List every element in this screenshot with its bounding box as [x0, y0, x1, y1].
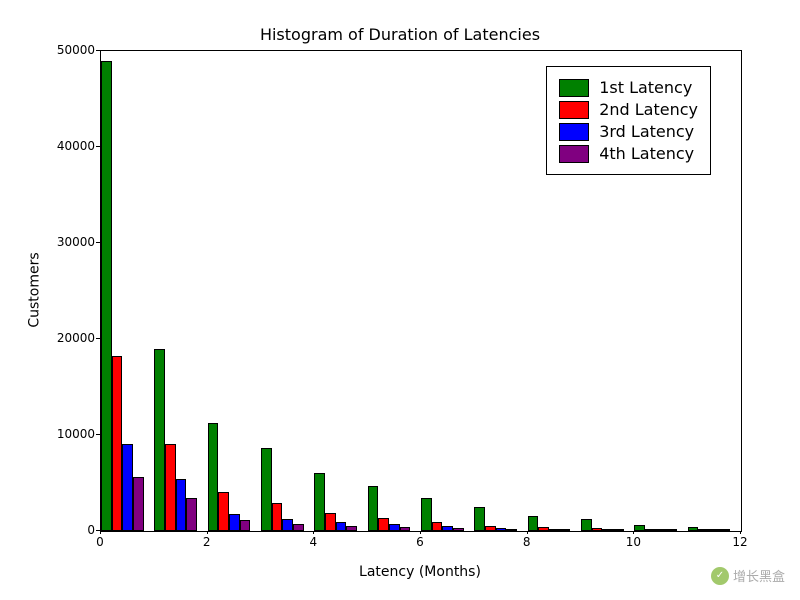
bar	[154, 349, 165, 531]
bar	[656, 529, 667, 531]
bar	[549, 529, 560, 531]
bar	[336, 522, 347, 531]
chart-title: Histogram of Duration of Latencies	[0, 25, 800, 44]
legend-swatch	[559, 145, 589, 163]
bar	[325, 513, 336, 531]
bar	[133, 477, 144, 531]
bar	[389, 524, 400, 531]
xtick-label: 6	[416, 535, 424, 549]
bar	[496, 528, 507, 531]
legend-swatch	[559, 101, 589, 119]
bar	[613, 529, 624, 531]
legend-swatch	[559, 79, 589, 97]
figure: Histogram of Duration of Latencies Custo…	[0, 0, 800, 600]
bar	[645, 529, 656, 531]
x-axis-label: Latency (Months)	[100, 564, 740, 580]
bar	[506, 529, 517, 531]
bar	[400, 527, 411, 531]
bar	[282, 519, 293, 531]
legend-item: 2nd Latency	[559, 100, 698, 119]
ytick-label: 20000	[45, 331, 95, 345]
ytick-label: 50000	[45, 43, 95, 57]
bar	[314, 473, 325, 531]
xtick-label: 12	[732, 535, 747, 549]
xtick-label: 4	[310, 535, 318, 549]
bar	[581, 519, 592, 531]
bar	[528, 516, 539, 531]
wechat-icon: ✓	[711, 567, 729, 585]
bar	[261, 448, 272, 531]
legend: 1st Latency 2nd Latency 3rd Latency 4th Lat…	[546, 66, 711, 175]
legend-item: 4th Latency	[559, 144, 698, 163]
bar	[474, 507, 485, 531]
bar	[101, 61, 112, 531]
bar	[368, 486, 379, 531]
bar	[720, 529, 731, 531]
bar	[538, 527, 549, 531]
legend-label: 2nd Latency	[599, 100, 698, 119]
legend-label: 1st Latency	[599, 78, 692, 97]
bar	[421, 498, 432, 531]
bar	[165, 444, 176, 531]
bar	[122, 444, 133, 531]
ytick-label: 30000	[45, 235, 95, 249]
xtick-label: 8	[523, 535, 531, 549]
bar	[560, 529, 571, 531]
y-axis-label: Customers	[25, 50, 45, 530]
bar	[602, 529, 613, 531]
ytick-label: 0	[45, 523, 95, 537]
bar	[666, 529, 677, 531]
legend-item: 3rd Latency	[559, 122, 698, 141]
xtick-label: 2	[203, 535, 211, 549]
watermark: ✓ 增长黑盒	[711, 566, 785, 585]
bar	[709, 529, 720, 531]
legend-item: 1st Latency	[559, 78, 698, 97]
watermark-text: 增长黑盒	[733, 566, 785, 585]
legend-swatch	[559, 123, 589, 141]
bar	[293, 524, 304, 531]
bar	[229, 514, 240, 531]
bar	[208, 423, 219, 531]
bar	[272, 503, 283, 531]
bar	[688, 527, 699, 531]
bar	[592, 528, 603, 531]
xtick-label: 0	[96, 535, 104, 549]
bar	[112, 356, 123, 531]
bar	[698, 529, 709, 531]
legend-label: 3rd Latency	[599, 122, 694, 141]
bar	[186, 498, 197, 531]
bar	[176, 479, 187, 531]
bar	[634, 525, 645, 531]
xtick-label: 10	[626, 535, 641, 549]
bar	[240, 520, 251, 531]
bar	[485, 526, 496, 531]
ytick-label: 40000	[45, 139, 95, 153]
bar	[218, 492, 229, 531]
bar	[453, 528, 464, 531]
plot-area: 1st Latency 2nd Latency 3rd Latency 4th Lat…	[100, 50, 742, 532]
bar	[442, 526, 453, 531]
bar	[378, 518, 389, 531]
bar	[432, 522, 443, 531]
bar	[346, 526, 357, 531]
ytick-label: 10000	[45, 427, 95, 441]
legend-label: 4th Latency	[599, 144, 694, 163]
